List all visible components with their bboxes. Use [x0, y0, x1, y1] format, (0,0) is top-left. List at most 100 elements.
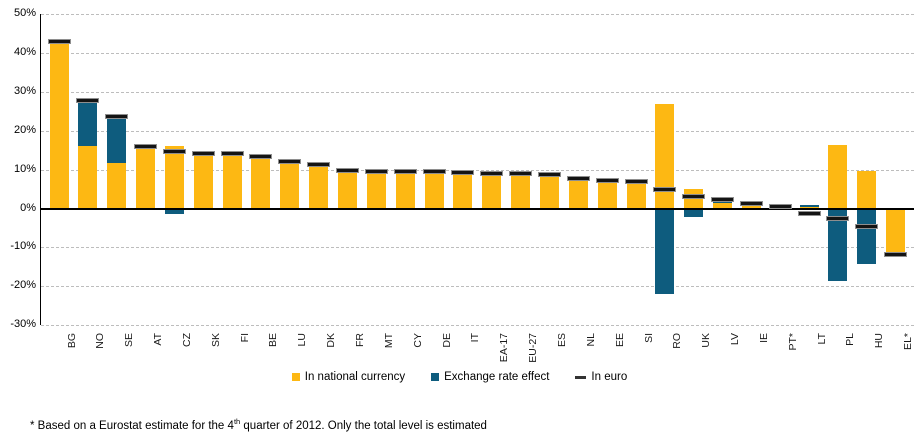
y-axis-line — [40, 13, 41, 326]
bar-exchange-UK — [684, 208, 704, 218]
euro-marker-SE — [105, 113, 129, 119]
y-axis-tick-label: 20% — [13, 123, 36, 136]
bar-national-FI — [222, 154, 242, 209]
euro-marker-NO — [76, 98, 100, 104]
footnote: * Based on a Eurostat estimate for the 4… — [30, 417, 487, 432]
bar-national-PL — [828, 145, 848, 209]
bar-national-MT — [366, 172, 386, 209]
bar-national-RO — [655, 104, 675, 209]
exchange-rate-swatch-icon — [431, 373, 440, 381]
gridline — [41, 169, 914, 171]
gridline — [41, 286, 914, 288]
euro-marker-EU-27 — [509, 171, 533, 177]
legend-item-national-currency: In national currency — [291, 371, 406, 383]
bar-national-LU — [280, 162, 300, 209]
bar-national-LV — [713, 203, 733, 209]
euro-marker-DE — [422, 168, 446, 174]
gridline — [41, 325, 914, 327]
legend-item-exchange-rate: Exchange rate effect — [431, 371, 549, 383]
bar-national-NO — [78, 146, 98, 209]
euro-marker-HU — [855, 223, 879, 229]
bar-national-NL — [568, 179, 588, 209]
euro-marker-PL — [826, 216, 850, 222]
bar-national-EA-17 — [482, 174, 502, 209]
y-axis-tick-label: -30% — [10, 318, 36, 331]
euro-marker-LU — [278, 159, 302, 165]
bar-exchange-LT — [799, 204, 819, 207]
euro-marker-FI — [220, 151, 244, 157]
bar-national-CZ — [164, 146, 184, 209]
bar-exchange-RO — [655, 208, 675, 295]
euro-marker-EA-17 — [480, 171, 504, 177]
legend-label-exchange-rate: Exchange rate effect — [444, 371, 550, 383]
y-axis-tick-label: 30% — [13, 84, 36, 97]
legend-item-in-euro: In euro — [575, 371, 627, 383]
bar-exchange-CZ — [164, 208, 184, 214]
bar-national-AT — [136, 147, 156, 209]
euro-marker-AT — [134, 144, 158, 150]
gridline — [41, 247, 914, 249]
bar-national-HU — [857, 171, 877, 209]
bar-exchange-PL — [828, 208, 848, 282]
euro-marker-MT — [364, 168, 388, 174]
bar-national-FR — [338, 171, 357, 209]
footnote-superscript: th — [233, 417, 241, 426]
euro-marker-LV — [711, 197, 735, 203]
euro-marker-ES — [537, 172, 561, 178]
bar-national-EL* — [886, 208, 906, 254]
euro-marker-EE — [595, 177, 619, 183]
euro-marker-FR — [336, 168, 359, 174]
x-axis-zero-line — [41, 207, 914, 210]
national-currency-swatch-icon — [291, 373, 300, 381]
bar-national-ES — [539, 175, 559, 209]
bar-national-CY — [395, 171, 415, 209]
legend-label-in-euro: In euro — [591, 371, 628, 383]
bar-exchange-NO — [78, 101, 98, 147]
euro-marker-PT* — [768, 204, 792, 210]
y-axis-tick-label: 40% — [13, 45, 36, 58]
gridline — [41, 91, 914, 93]
bar-national-IT — [453, 173, 473, 209]
footnote-text-start: * Based on a Eurostat estimate for the 4 — [30, 419, 234, 432]
euro-dash-swatch-icon — [575, 375, 587, 379]
footnote-text-end: quarter of 2012. Only the total level is… — [240, 419, 487, 432]
euro-marker-EL* — [884, 252, 908, 258]
euro-marker-IE — [739, 201, 763, 207]
bar-national-BE — [251, 157, 271, 209]
bar-national-UK — [684, 188, 704, 209]
euro-marker-UK — [682, 193, 706, 199]
bar-exchange-HU — [857, 208, 877, 265]
euro-marker-SK — [191, 150, 215, 156]
y-axis-tick-label: 50% — [13, 6, 36, 19]
bar-national-BG — [49, 42, 69, 209]
y-axis-tick-label: -10% — [10, 240, 36, 253]
bar-national-EE — [597, 181, 617, 209]
euro-marker-SI — [624, 179, 648, 185]
y-axis-tick-label: 0% — [20, 201, 36, 214]
euro-marker-NL — [566, 176, 590, 181]
euro-marker-LT — [797, 210, 821, 216]
bar-national-SI — [626, 182, 646, 209]
euro-marker-RO — [653, 186, 677, 192]
euro-marker-CZ — [162, 148, 186, 154]
legend: In national currency Exchange rate effec… — [0, 371, 919, 383]
legend-label-national-currency: In national currency — [304, 371, 406, 383]
bar-exchange-SE — [107, 116, 127, 164]
gridline — [41, 52, 914, 54]
bar-national-EU-27 — [511, 174, 531, 209]
euro-marker-BE — [249, 153, 273, 159]
y-axis-tick-label: 10% — [13, 162, 36, 175]
euro-marker-DK — [307, 162, 331, 168]
bar-national-DK — [309, 165, 329, 209]
bar-national-DE — [424, 172, 444, 209]
euro-marker-CY — [393, 168, 417, 174]
gridline — [41, 13, 914, 15]
bar-national-SE — [107, 163, 127, 209]
gridline — [41, 130, 914, 132]
euro-marker-IT — [451, 170, 475, 176]
euro-marker-BG — [47, 39, 71, 45]
bar-national-SK — [193, 153, 213, 209]
y-axis-tick-label: -20% — [10, 279, 36, 292]
